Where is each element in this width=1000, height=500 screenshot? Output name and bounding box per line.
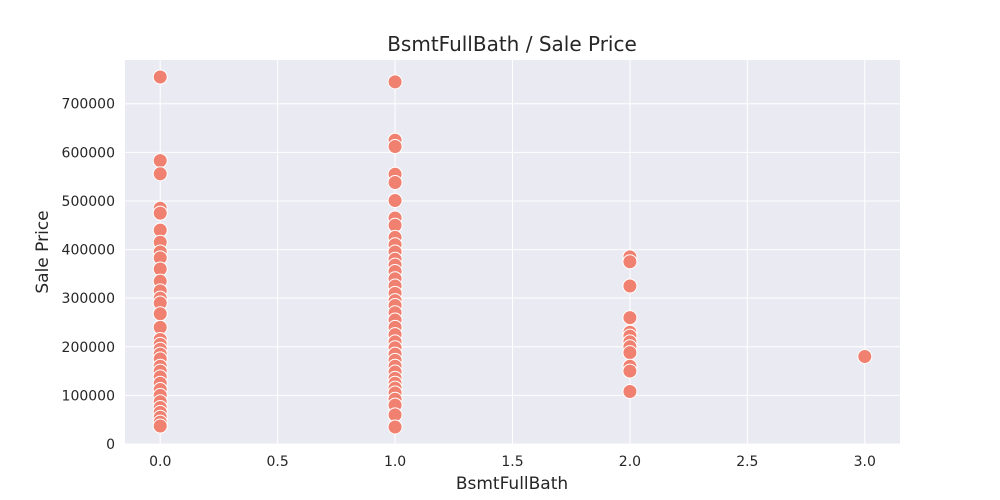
y-tick-label: 600000 xyxy=(62,145,115,161)
x-tick-label: 2.0 xyxy=(619,454,641,470)
y-tick-label: 400000 xyxy=(62,243,115,259)
scatter-point xyxy=(387,419,403,435)
chart-title: BsmtFullBath / Sale Price xyxy=(387,32,637,56)
grid-lines xyxy=(125,60,900,445)
scatter-point xyxy=(622,384,638,400)
x-tick-label: 1.5 xyxy=(501,454,523,470)
scatter-point xyxy=(622,310,638,326)
x-tick-label: 2.5 xyxy=(736,454,758,470)
x-tick-labels: 0.0 0.5 1.0 1.5 2.0 2.5 3.0 xyxy=(149,454,876,470)
y-tick-label: 200000 xyxy=(62,340,115,356)
scatter-point xyxy=(857,349,873,365)
scatter-point xyxy=(152,166,168,182)
scatter-point xyxy=(152,205,168,221)
scatter-point xyxy=(622,278,638,294)
x-tick-label: 0.5 xyxy=(267,454,289,470)
scatter-point xyxy=(622,345,638,361)
x-axis-label: BsmtFullBath xyxy=(456,474,568,494)
y-tick-labels: 0 100000 200000 300000 400000 500000 600000 700… xyxy=(62,97,115,453)
x-tick-label: 1.0 xyxy=(384,454,406,470)
y-tick-label: 0 xyxy=(106,437,115,453)
y-tick-label: 300000 xyxy=(62,291,115,307)
scatter-point xyxy=(152,153,168,169)
y-tick-label: 700000 xyxy=(62,97,115,113)
x-tick-label: 0.0 xyxy=(149,454,171,470)
scatter-point xyxy=(622,363,638,379)
scatter-point xyxy=(387,174,403,190)
x-tick-label: 3.0 xyxy=(854,454,876,470)
scatter-point xyxy=(387,192,403,208)
y-tick-label: 100000 xyxy=(62,388,115,404)
scatter-point xyxy=(152,306,168,322)
scatter-point xyxy=(152,69,168,85)
scatter-point xyxy=(152,418,168,434)
scatter-point xyxy=(387,74,403,90)
scatter-point xyxy=(387,139,403,155)
data-points xyxy=(152,69,873,435)
y-axis-label: Sale Price xyxy=(33,210,53,293)
scatter-point xyxy=(622,254,638,270)
y-tick-label: 500000 xyxy=(62,194,115,210)
